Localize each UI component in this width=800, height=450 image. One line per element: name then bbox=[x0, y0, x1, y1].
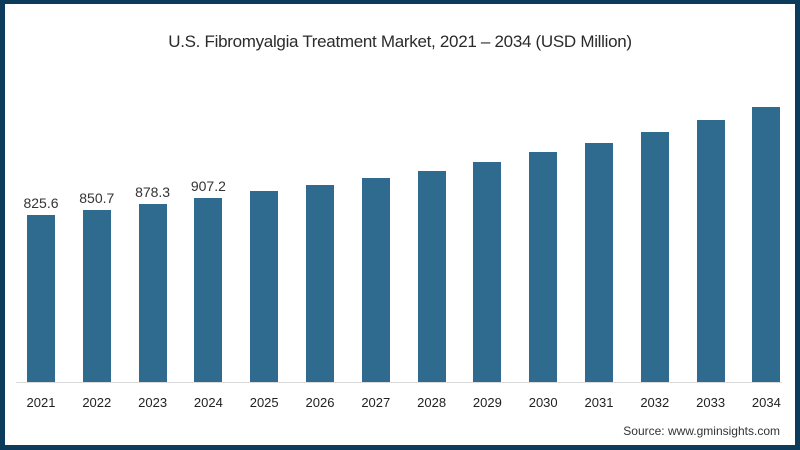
x-tick-label: 2024 bbox=[193, 395, 223, 410]
x-tick-label: 2033 bbox=[696, 395, 726, 410]
bar-2033 bbox=[696, 120, 725, 382]
x-tick-label: 2028 bbox=[417, 395, 447, 410]
chart-title: U.S. Fibromyalgia Treatment Market, 2021… bbox=[168, 32, 632, 51]
x-tick-label: 2031 bbox=[584, 395, 614, 410]
bar-2026 bbox=[306, 185, 334, 382]
x-tick-label: 2025 bbox=[249, 395, 279, 410]
source-note: Source: www.gminsights.com bbox=[623, 424, 780, 438]
data-label: 850.7 bbox=[79, 189, 115, 206]
bar-2032 bbox=[640, 132, 669, 382]
bar-2025 bbox=[250, 191, 279, 382]
x-tick-label: 2021 bbox=[26, 395, 56, 410]
bar-2031 bbox=[585, 142, 613, 382]
bar-2030 bbox=[529, 152, 558, 382]
bar-2023 bbox=[138, 204, 167, 382]
x-tick-label: 2027 bbox=[361, 395, 391, 410]
x-tick-label: 2030 bbox=[528, 395, 558, 410]
x-tick-label: 2032 bbox=[640, 395, 670, 410]
x-tick-label: 2026 bbox=[305, 395, 335, 410]
data-label: 878.3 bbox=[135, 184, 171, 201]
x-tick-label: 2034 bbox=[751, 395, 781, 410]
x-tick-label: 2023 bbox=[138, 395, 168, 410]
data-label: 825.6 bbox=[23, 194, 59, 211]
x-tick-label: 2022 bbox=[82, 395, 112, 410]
bar-2021 bbox=[27, 214, 55, 382]
bar-2024 bbox=[194, 198, 223, 382]
bar-2022 bbox=[82, 209, 111, 382]
data-label: 907.2 bbox=[190, 178, 226, 195]
x-tick-label: 2029 bbox=[472, 395, 502, 410]
x-axis-line bbox=[16, 382, 782, 383]
bar-2034 bbox=[752, 107, 781, 382]
bar-2028 bbox=[417, 171, 446, 382]
bar-2027 bbox=[361, 178, 390, 382]
bar-2029 bbox=[473, 162, 502, 382]
